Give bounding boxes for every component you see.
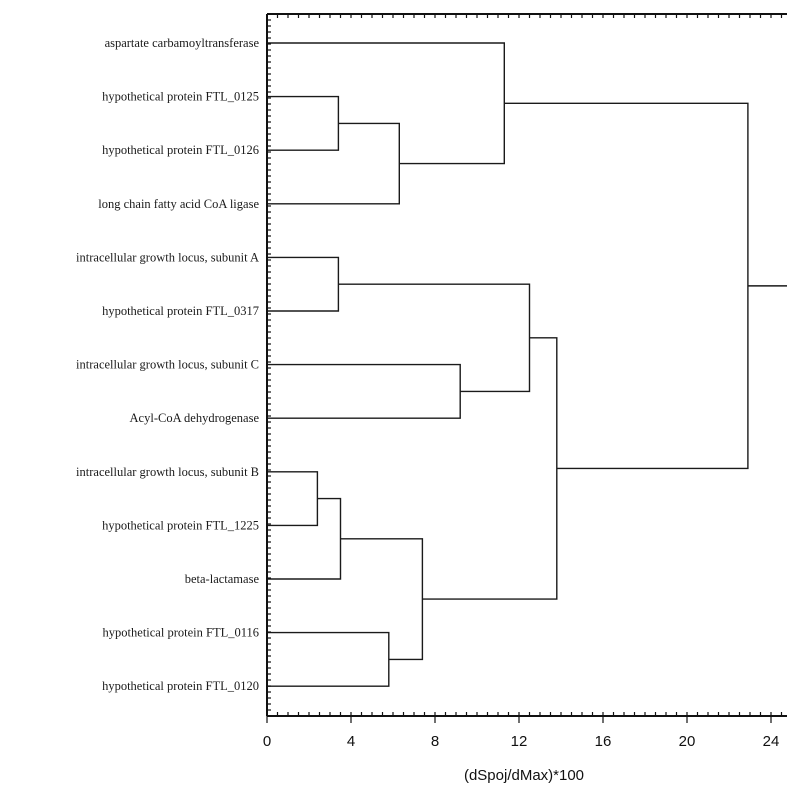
- x-tick-label: 16: [595, 733, 612, 750]
- x-tick-label: 24: [763, 733, 780, 750]
- leaf-label: intracellular growth locus, subunit B: [76, 465, 259, 479]
- leaf-label: intracellular growth locus, subunit C: [76, 358, 259, 372]
- dendrogram-link: [338, 283, 531, 393]
- x-tick-label: 12: [511, 733, 528, 750]
- dendrogram-link: [340, 538, 424, 661]
- leaf-label: hypothetical protein FTL_1225: [102, 518, 259, 532]
- x-axis-title: (dSpoj/dMax)*100: [464, 767, 584, 784]
- leaf-label: hypothetical protein FTL_0317: [102, 304, 259, 318]
- leaf-labels: aspartate carbamoyltransferase hypothetic…: [76, 36, 259, 693]
- dendrogram-link: [267, 363, 461, 419]
- dendrogram-link: [267, 256, 340, 312]
- dendrogram-link: [267, 497, 342, 580]
- x-tick-label: 0: [263, 733, 271, 750]
- dendrogram-link: [267, 42, 505, 165]
- dendrogram-link: [422, 337, 558, 600]
- x-tick-label: 8: [431, 733, 439, 750]
- leaf-label: hypothetical protein FTL_0120: [102, 679, 259, 693]
- dendrogram-link: [267, 471, 319, 527]
- dendrogram-link: [267, 631, 390, 687]
- dendrogram-link: [267, 122, 400, 205]
- dendrogram-branches: [267, 42, 787, 687]
- x-tick-label: 20: [679, 733, 696, 750]
- leaf-label: hypothetical protein FTL_0125: [102, 90, 259, 104]
- leaf-label: aspartate carbamoyltransferase: [105, 36, 260, 50]
- leaf-label: intracellular growth locus, subunit A: [76, 250, 259, 264]
- x-tick-label: 4: [347, 733, 355, 750]
- leaf-label: Acyl-CoA dehydrogenase: [130, 411, 260, 425]
- dendrogram-link: [267, 95, 340, 151]
- leaf-label: beta-lactamase: [185, 572, 260, 586]
- dendrogram-link: [504, 102, 749, 470]
- leaf-label: long chain fatty acid CoA ligase: [98, 197, 259, 211]
- leaf-label: hypothetical protein FTL_0126: [102, 143, 259, 157]
- leaf-label: hypothetical protein FTL_0116: [103, 626, 259, 640]
- x-axis: 0 4 8 12 16 20 24: [263, 13, 787, 750]
